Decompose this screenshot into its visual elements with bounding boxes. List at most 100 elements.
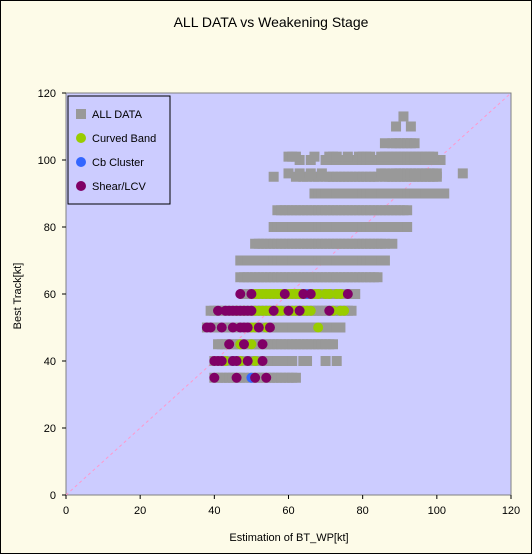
x-axis-label: Estimation of BT_WP[kt] <box>229 532 348 544</box>
shear-lcv-point <box>246 305 257 316</box>
curved-band-point <box>313 289 324 299</box>
shear-lcv-point <box>261 372 272 383</box>
shear-lcv-point <box>231 356 242 366</box>
x-tick-label: 0 <box>63 505 69 517</box>
all-data-point <box>457 168 468 179</box>
all-data-point <box>331 151 342 162</box>
all-data-point <box>409 138 420 149</box>
legend-label-curved-band: Curved Band <box>92 133 156 145</box>
all-data-point <box>365 151 376 162</box>
all-data-point <box>290 372 301 383</box>
all-data-point <box>435 155 446 165</box>
y-tick-label: 120 <box>38 88 56 100</box>
curved-band-point <box>313 322 324 333</box>
all-data-point <box>268 171 279 182</box>
shear-lcv-point <box>246 289 257 299</box>
x-tick-label: 40 <box>208 505 220 517</box>
legend-label-shear-lcv: Shear/LCV <box>92 181 146 193</box>
all-data-point <box>387 238 398 249</box>
shear-lcv-point <box>242 356 253 366</box>
shear-lcv-point <box>264 322 275 333</box>
curved-band-point <box>276 305 287 316</box>
shear-lcv-point <box>279 289 290 299</box>
all-data-point <box>283 168 294 179</box>
curved-band-point <box>246 339 257 350</box>
shear-lcv-point <box>224 339 235 350</box>
x-tick-label: 100 <box>428 505 446 517</box>
legend-marker-curved-band <box>76 133 86 143</box>
all-data-point <box>309 151 320 162</box>
legend-marker-shear-lcv <box>76 181 86 191</box>
legend-marker-all-data <box>76 109 86 119</box>
all-data-point <box>272 356 283 366</box>
all-data-point <box>294 168 305 179</box>
all-data-point <box>335 322 346 333</box>
shear-lcv-point <box>283 305 294 316</box>
curved-band-point <box>324 289 335 299</box>
legend: ALL DATA Curved Band Cb Cluster Shear/LCV <box>67 95 171 205</box>
all-data-point <box>305 168 316 179</box>
shear-lcv-point <box>216 322 227 333</box>
shear-lcv-point <box>253 322 264 333</box>
shear-lcv-point <box>216 356 227 366</box>
shear-lcv-point <box>294 305 305 316</box>
shear-lcv-point <box>324 305 335 316</box>
all-data-point <box>290 151 301 162</box>
curved-band-point <box>339 305 350 316</box>
all-data-point <box>302 356 313 366</box>
chart-title: ALL DATA vs Weakening Stage <box>174 14 369 30</box>
shear-lcv-point <box>268 305 279 316</box>
all-data-point <box>398 111 409 122</box>
shear-lcv-point <box>239 339 249 350</box>
all-data-point <box>405 121 416 132</box>
all-data-point <box>379 168 390 179</box>
curved-band-point <box>335 289 346 299</box>
shear-lcv-point <box>242 322 253 333</box>
all-data-point <box>402 222 413 232</box>
all-data-point <box>350 289 361 299</box>
all-data-point <box>239 372 249 383</box>
all-data-point <box>428 151 439 162</box>
data-points <box>201 111 468 383</box>
shear-lcv-point <box>209 372 220 383</box>
legend-label-all-data: ALL DATA <box>92 109 143 121</box>
all-data-point <box>287 356 298 366</box>
curved-band-point <box>305 305 316 316</box>
all-data-point <box>394 222 405 232</box>
legend-label-cb-cluster: Cb Cluster <box>92 157 144 169</box>
y-axis-label: Best Track[kt] <box>12 263 24 330</box>
shear-lcv-point <box>213 305 224 316</box>
all-data-point <box>342 151 353 162</box>
all-data-point <box>328 339 338 350</box>
y-tick-label: 0 <box>50 490 56 502</box>
shear-lcv-point <box>298 289 309 299</box>
y-tick-label: 80 <box>44 222 56 234</box>
shear-lcv-point <box>235 289 246 299</box>
shear-lcv-point <box>257 339 268 350</box>
shear-lcv-point <box>305 289 316 299</box>
all-data-point <box>391 121 402 132</box>
all-data-point <box>379 255 390 266</box>
y-tick-label: 100 <box>38 155 56 167</box>
shear-lcv-point <box>250 372 261 383</box>
all-data-point <box>331 356 342 366</box>
axis-ticks: 0 20 40 60 80 100 120 0 20 40 60 80 100 120 <box>38 88 521 517</box>
all-data-point <box>316 168 327 179</box>
shear-lcv-point <box>227 322 238 333</box>
shear-lcv-point <box>257 356 268 366</box>
all-data-point <box>379 238 390 249</box>
x-tick-label: 60 <box>282 505 294 517</box>
all-data-point <box>402 205 413 216</box>
shear-lcv-point <box>205 322 216 333</box>
y-tick-label: 60 <box>44 289 56 301</box>
x-tick-label: 80 <box>357 505 369 517</box>
all-data-point <box>439 188 450 199</box>
x-tick-label: 120 <box>502 505 520 517</box>
curved-band-point <box>250 356 261 366</box>
all-data-point <box>320 356 331 366</box>
legend-marker-cb-cluster <box>76 157 86 167</box>
x-tick-label: 20 <box>134 505 146 517</box>
all-data-point <box>346 305 357 316</box>
shear-lcv-point <box>342 289 353 299</box>
